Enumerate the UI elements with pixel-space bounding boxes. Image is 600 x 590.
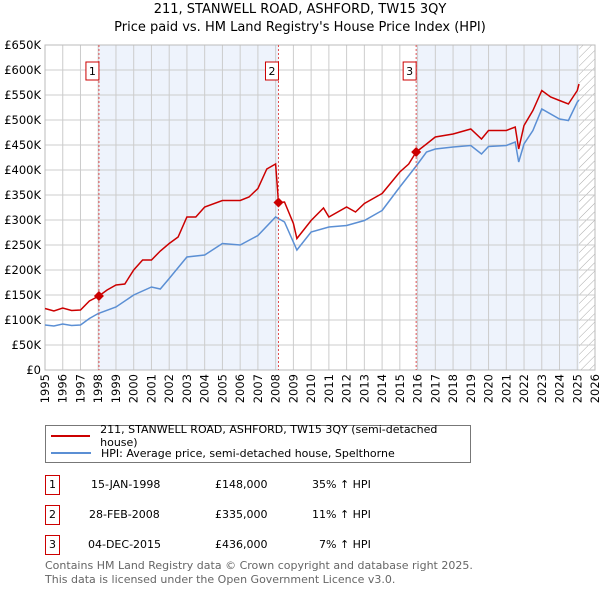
y-tick-label: £400K [4,163,41,177]
x-tick-label: 2016 [411,374,425,403]
x-tick-label: 2003 [180,374,194,403]
sale-hpi: 35% ↑ HPI [312,478,371,491]
chart-legend: 211, STANWELL ROAD, ASHFORD, TW15 3QY (s… [45,423,471,463]
sale-marker [411,147,422,157]
legend-label: 211, STANWELL ROAD, ASHFORD, TW15 3QY (s… [100,423,438,449]
x-tick-label: 2018 [446,374,460,403]
x-tick-label: 2015 [393,374,407,403]
sale-marker [273,197,284,208]
sale-label: 1 [89,65,96,78]
sale-label-box [85,61,100,81]
legend-label: HPI: Average price, semi-detached house,… [101,446,395,460]
x-tick-label: 2024 [553,374,567,403]
ownership-shading [98,45,279,370]
x-tick-label: 2001 [144,374,158,403]
chart-subtitle: Price paid vs. HM Land Registry's House … [114,20,486,35]
x-tick-label: 1998 [91,374,105,403]
series-line [44,99,580,327]
x-tick-label: 1995 [38,374,52,403]
footer-licence: This data is licensed under the Open Gov… [45,573,396,586]
sale-price: £335,000 [215,508,268,521]
y-tick-label: £450K [4,138,41,152]
sale-badge: 2 [45,505,60,525]
x-tick-label: 2008 [269,374,283,403]
x-tick-label: 2025 [570,374,584,403]
y-tick-label: £50K [12,338,42,352]
y-tick-label: £650K [4,38,41,52]
sale-row: 2 28-FEB-2008 £335,000 11% ↑ HPI [45,505,445,525]
x-tick-label: 2022 [517,374,531,403]
y-tick-label: £0 [26,363,41,377]
ownership-shading [416,45,580,370]
x-tick-label: 2014 [375,374,389,403]
y-tick-label: £250K [4,238,41,252]
red-line-swatch [51,435,91,437]
x-tick-label: 2006 [233,374,247,403]
x-tick-label: 2010 [304,374,318,403]
sale-date: 15-JAN-1998 [91,478,161,491]
sale-hpi: 7% ↑ HPI [319,538,371,551]
y-tick-label: £500K [4,113,41,127]
x-tick-label: 1996 [56,374,70,403]
footer-copyright: Contains HM Land Registry data © Crown c… [45,559,473,572]
legend-item-hpi: HPI: Average price, semi-detached house,… [46,445,395,461]
series-line [44,83,580,312]
sale-row: 3 04-DEC-2015 £436,000 7% ↑ HPI [45,535,445,555]
price-chart: £0 £50K £100K £150K £200K £250K £300K £350K £400… [4,38,600,403]
x-tick-label: 2002 [162,374,176,403]
x-tick-label: 1997 [73,374,87,403]
x-tick-label: 2021 [499,374,513,403]
x-tick-label: 2013 [357,374,371,403]
sale-badge: 3 [45,535,60,555]
y-tick-label: £550K [4,88,41,102]
plot-border [44,44,596,371]
sale-label: 3 [406,65,413,78]
sale-marker [93,291,104,301]
y-tick-label: £350K [4,188,41,202]
sale-price: £436,000 [215,538,268,551]
forecast-hatch [579,45,595,370]
x-tick-label: 2005 [215,374,229,403]
x-tick-label: 2009 [286,374,300,403]
x-tick-label: 2007 [251,374,265,403]
x-tick-label: 2023 [535,374,549,403]
x-tick-label: 2000 [127,374,141,403]
x-tick-label: 2026 [588,374,600,403]
x-tick-label: 2012 [340,374,354,403]
y-tick-label: £600K [4,63,41,77]
x-tick-label: 2019 [464,374,478,403]
sale-label: 2 [268,65,275,78]
sale-label-box [264,61,279,81]
sale-row: 1 15-JAN-1998 £148,000 35% ↑ HPI [45,475,445,495]
sale-date: 04-DEC-2015 [88,538,162,551]
sale-hpi: 11% ↑ HPI [312,508,371,521]
sale-label-box [402,61,417,81]
blue-line-swatch [51,452,91,454]
x-tick-label: 2017 [428,374,442,403]
legend-item-property: 211, STANWELL ROAD, ASHFORD, TW15 3QY (s… [46,423,470,449]
chart-title: 211, STANWELL ROAD, ASHFORD, TW15 3QY [153,2,447,17]
y-tick-label: £200K [4,263,41,277]
y-tick-label: £300K [4,213,41,227]
x-tick-label: 2004 [198,374,212,403]
x-tick-label: 2011 [322,374,336,403]
sale-date: 28-FEB-2008 [89,508,160,521]
y-tick-label: £100K [4,313,41,327]
x-tick-label: 2020 [482,374,496,403]
x-tick-label: 1999 [109,374,123,403]
y-tick-label: £150K [4,288,41,302]
sale-price: £148,000 [215,478,268,491]
sale-badge: 1 [45,475,60,495]
